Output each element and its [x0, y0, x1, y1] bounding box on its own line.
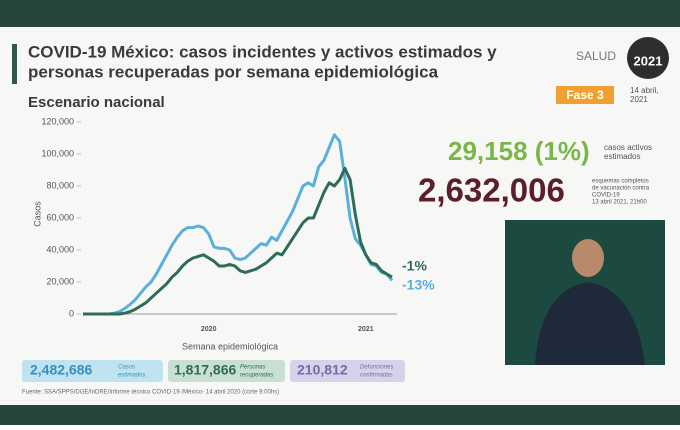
y-tick-label: 80,000: [46, 180, 74, 190]
logo: [627, 37, 669, 79]
annotation: -13%: [402, 277, 435, 293]
top-bar: [0, 0, 680, 27]
bottom-bar: [0, 405, 680, 425]
interpreter-head: [572, 239, 604, 277]
series-line: [83, 166, 393, 316]
summary-box: [168, 360, 285, 382]
subtitle: Escenario nacional: [28, 94, 165, 111]
x-tick-label: 2020: [201, 326, 217, 333]
y-tick-label: 40,000: [46, 244, 74, 254]
plot: 0 20,000 40,000 60,000 80,000 100,000 120,000 2…: [41, 116, 435, 332]
phase: Fase 3: [566, 88, 604, 102]
y-tick-label: 20,000: [46, 276, 74, 286]
active-label: estimados: [604, 152, 640, 161]
x-tick-label: 2021: [358, 326, 374, 333]
brand: SALUD: [576, 49, 616, 63]
summary-value: 2,482,686: [30, 362, 92, 378]
date: 14 abril,: [630, 86, 658, 95]
x-axis-label: Semana epidemiológica: [182, 341, 278, 351]
date: 2021: [630, 95, 648, 104]
annotation: -1%: [402, 258, 427, 274]
y-tick-label: 0: [69, 308, 74, 318]
vaccines-label: COVID-19: [592, 193, 620, 199]
active-label: casos activos: [604, 143, 652, 152]
phase-box: [556, 86, 614, 104]
y-tick-label: 120,000: [41, 116, 74, 126]
series-line: [83, 133, 394, 316]
active-cases: 29,158 (1%): [448, 136, 590, 166]
summary-label: Casos: [118, 365, 135, 371]
logo-year: 2021: [634, 53, 663, 68]
y-tick-label: 100,000: [41, 148, 74, 158]
title: personas recuperadas por semana epidemio…: [28, 62, 439, 81]
summary-label: estimados: [118, 373, 145, 379]
y-axis-label: Casos: [32, 201, 42, 227]
summary-value: 1,817,866: [174, 362, 236, 378]
source: Fuente: SSA/SPPS/DGE/InDRE/Informe técni…: [22, 390, 279, 396]
summary-label: Personas: [240, 365, 265, 371]
title-accent: [12, 44, 17, 84]
summary-box: [22, 360, 163, 382]
vaccines: 2,632,006: [418, 172, 565, 209]
vaccines-label: 13 abril 2021, 21h00: [592, 200, 647, 206]
summary-label: Defunciones: [360, 365, 393, 371]
summary-value: 210,812: [297, 362, 348, 378]
vaccines-label: de vacunación contra: [592, 186, 650, 192]
summary-label: recuperadas: [240, 373, 273, 379]
title: COVID-19 México: casos incidentes y acti…: [28, 42, 497, 61]
summary-box: [290, 360, 405, 382]
summary-label: confirmadas: [360, 373, 393, 379]
vaccines-label: esquemas completos: [592, 179, 649, 185]
y-tick-label: 60,000: [46, 212, 74, 222]
interpreter-body: [535, 282, 645, 365]
